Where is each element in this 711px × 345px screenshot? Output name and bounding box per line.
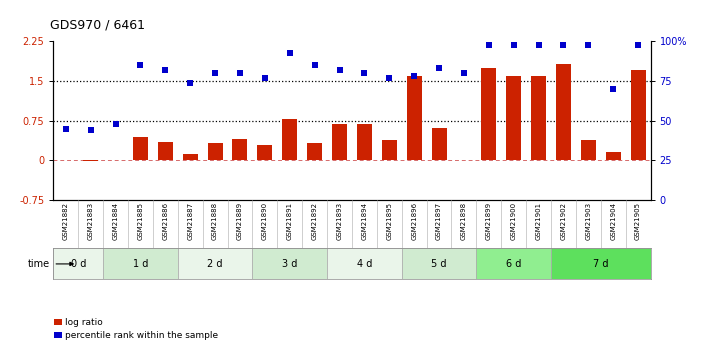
- Text: GSM21902: GSM21902: [560, 201, 567, 239]
- Bar: [551, 248, 651, 279]
- Text: GSM21903: GSM21903: [585, 201, 592, 240]
- Text: GSM21898: GSM21898: [461, 201, 467, 240]
- Text: time: time: [28, 259, 50, 269]
- Text: GSM21897: GSM21897: [436, 201, 442, 240]
- Point: [185, 80, 196, 86]
- Text: GSM21904: GSM21904: [610, 201, 616, 239]
- Point: [633, 42, 644, 47]
- Point: [333, 67, 345, 73]
- Text: 5 d: 5 d: [432, 259, 447, 269]
- Text: GSM21887: GSM21887: [187, 201, 193, 240]
- Point: [234, 70, 246, 76]
- Text: 3 d: 3 d: [282, 259, 297, 269]
- Bar: [252, 248, 327, 279]
- Point: [607, 86, 619, 92]
- Text: 1 d: 1 d: [133, 259, 148, 269]
- Bar: [327, 248, 402, 279]
- Point: [85, 128, 97, 133]
- Bar: [476, 248, 551, 279]
- Text: GSM21884: GSM21884: [112, 201, 119, 239]
- Bar: [506, 76, 521, 160]
- Text: GSM21895: GSM21895: [386, 201, 392, 239]
- Point: [259, 75, 270, 81]
- Text: GSM21889: GSM21889: [237, 201, 243, 240]
- Text: GSM21882: GSM21882: [63, 201, 69, 239]
- Text: GSM21905: GSM21905: [635, 201, 641, 239]
- Text: GSM21890: GSM21890: [262, 201, 268, 240]
- Text: GSM21886: GSM21886: [162, 201, 169, 240]
- Bar: [631, 70, 646, 160]
- Text: 7 d: 7 d: [593, 259, 609, 269]
- Text: 6 d: 6 d: [506, 259, 521, 269]
- Point: [583, 42, 594, 47]
- Point: [60, 126, 71, 131]
- Bar: [402, 248, 476, 279]
- Bar: [183, 154, 198, 160]
- Bar: [307, 144, 322, 160]
- Point: [508, 42, 519, 47]
- Text: 4 d: 4 d: [357, 259, 372, 269]
- Point: [209, 70, 220, 76]
- Bar: [556, 64, 571, 160]
- Point: [309, 62, 320, 68]
- Bar: [208, 143, 223, 160]
- Text: GSM21885: GSM21885: [137, 201, 144, 239]
- Bar: [83, 160, 98, 161]
- Bar: [432, 128, 447, 160]
- Bar: [531, 76, 546, 160]
- Legend: log ratio, percentile rank within the sample: log ratio, percentile rank within the sa…: [54, 318, 218, 341]
- Text: GSM21900: GSM21900: [510, 201, 517, 240]
- Bar: [606, 152, 621, 160]
- Text: GSM21891: GSM21891: [287, 201, 293, 240]
- Text: GSM21896: GSM21896: [411, 201, 417, 240]
- Point: [358, 70, 370, 76]
- Text: GDS970 / 6461: GDS970 / 6461: [50, 18, 145, 31]
- Bar: [332, 125, 347, 160]
- Bar: [407, 76, 422, 160]
- Point: [159, 67, 171, 73]
- Point: [135, 62, 146, 68]
- Bar: [382, 140, 397, 160]
- Bar: [581, 140, 596, 160]
- Text: GSM21899: GSM21899: [486, 201, 492, 240]
- Point: [109, 121, 121, 127]
- Point: [284, 50, 296, 55]
- Point: [408, 73, 419, 79]
- Text: 2 d: 2 d: [208, 259, 223, 269]
- Bar: [232, 139, 247, 160]
- Text: GSM21894: GSM21894: [361, 201, 368, 239]
- Point: [433, 66, 445, 71]
- Bar: [158, 142, 173, 160]
- Text: GSM21888: GSM21888: [212, 201, 218, 240]
- Point: [384, 75, 395, 81]
- Bar: [357, 125, 372, 160]
- Point: [483, 42, 494, 47]
- Bar: [53, 248, 103, 279]
- Bar: [103, 248, 178, 279]
- Bar: [178, 248, 252, 279]
- Text: GSM21883: GSM21883: [87, 201, 94, 240]
- Text: 0 d: 0 d: [70, 259, 86, 269]
- Bar: [481, 68, 496, 160]
- Text: GSM21893: GSM21893: [336, 201, 343, 240]
- Text: GSM21901: GSM21901: [535, 201, 542, 240]
- Bar: [282, 119, 297, 160]
- Text: GSM21892: GSM21892: [311, 201, 318, 239]
- Point: [458, 70, 469, 76]
- Point: [557, 42, 569, 47]
- Bar: [257, 145, 272, 160]
- Point: [533, 42, 545, 47]
- Bar: [133, 137, 148, 160]
